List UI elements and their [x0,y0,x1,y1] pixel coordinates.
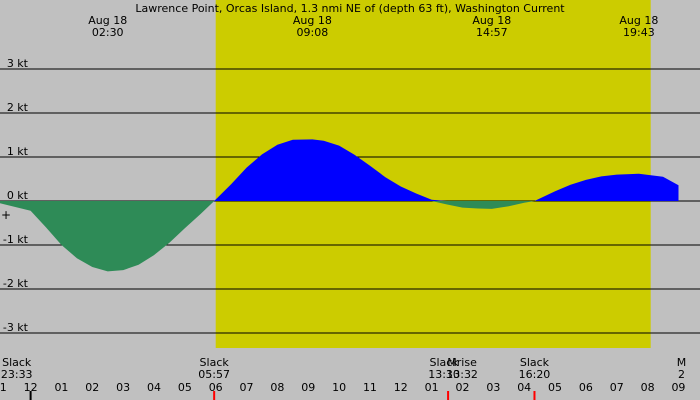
hour-tick-label: 02 [85,381,99,394]
event-tick-mark [213,391,216,400]
peak-time-label: 14:57 [476,26,508,39]
hour-tick-label: 12 [24,381,38,394]
event-label: Slack [200,356,230,369]
hour-tick-label: 11 [0,381,7,394]
peak-time-label: 19:43 [623,26,655,39]
hour-tick-label: 05 [548,381,562,394]
y-tick-label: 1 kt [7,145,29,158]
hour-tick-label: 11 [363,381,377,394]
event-label: Slack [2,356,32,369]
hour-tick-label: 09 [671,381,685,394]
hour-tick-label: 06 [209,381,223,394]
peak-time-label: 09:08 [297,26,329,39]
flood-area [0,139,679,201]
hour-tick-label: 09 [301,381,315,394]
event-time: 23:33 [1,368,33,381]
peak-date-label: Aug 18 [88,14,127,27]
ebb-area [0,201,679,272]
hour-tick-label: 03 [116,381,130,394]
hour-tick-label: 07 [610,381,624,394]
chart-title: Lawrence Point, Orcas Island, 1.3 nmi NE… [135,2,565,15]
y-tick-label: 3 kt [7,57,29,70]
event-time: 13:30 [428,368,460,381]
event-time: 13:32 [446,368,478,381]
zero-plus-marker: + [1,208,11,222]
hour-tick-label: 01 [54,381,68,394]
peak-time-label: 02:30 [92,26,124,39]
hour-tick-label: 06 [579,381,593,394]
hour-tick-label: 04 [147,381,161,394]
hour-axis-labels: 11 12 01 02 03 04 05 06 07 08 09 10 11 12 01 02 03 04 05 06… [0,381,685,394]
hour-tick-label: 01 [425,381,439,394]
event-time: 2 [678,368,685,381]
y-tick-label: -3 kt [3,321,29,334]
peak-date-label: Aug 18 [619,14,658,27]
event-tick-mark [533,391,536,400]
y-tick-label: 2 kt [7,101,29,114]
hour-tick-label: 02 [456,381,470,394]
event-label: Mrise [447,356,477,369]
event-time: 05:57 [198,368,230,381]
peak-date-label: Aug 18 [293,14,332,27]
event-label: Slack [520,356,550,369]
current-curve [0,139,679,272]
hour-tick-label: 08 [270,381,284,394]
hour-tick-label: 10 [332,381,346,394]
event-label: Slack [429,356,459,369]
hour-tick-label: 05 [178,381,192,394]
y-tick-label: -1 kt [3,233,29,246]
hour-tick-label: 04 [517,381,531,394]
y-tick-label: -2 kt [3,277,29,290]
y-tick-label: 0 kt [7,189,29,202]
hour-tick-label: 03 [486,381,500,394]
peak-date-label: Aug 18 [472,14,511,27]
event-tick-mark [29,391,32,400]
event-label: M [677,356,687,369]
hour-tick-label: 12 [394,381,408,394]
hour-tick-label: 08 [641,381,655,394]
y-axis-labels: 3 kt 2 kt 1 kt 0 kt -1 kt -2 kt -3 kt [3,57,29,334]
event-tick-mark [447,391,450,400]
hour-tick-label: 07 [240,381,254,394]
event-labels: Slack23:33Slack05:57Slack13:30Mrise13:32… [1,356,686,381]
special-tick-marks [29,391,536,400]
event-time: 16:20 [519,368,551,381]
